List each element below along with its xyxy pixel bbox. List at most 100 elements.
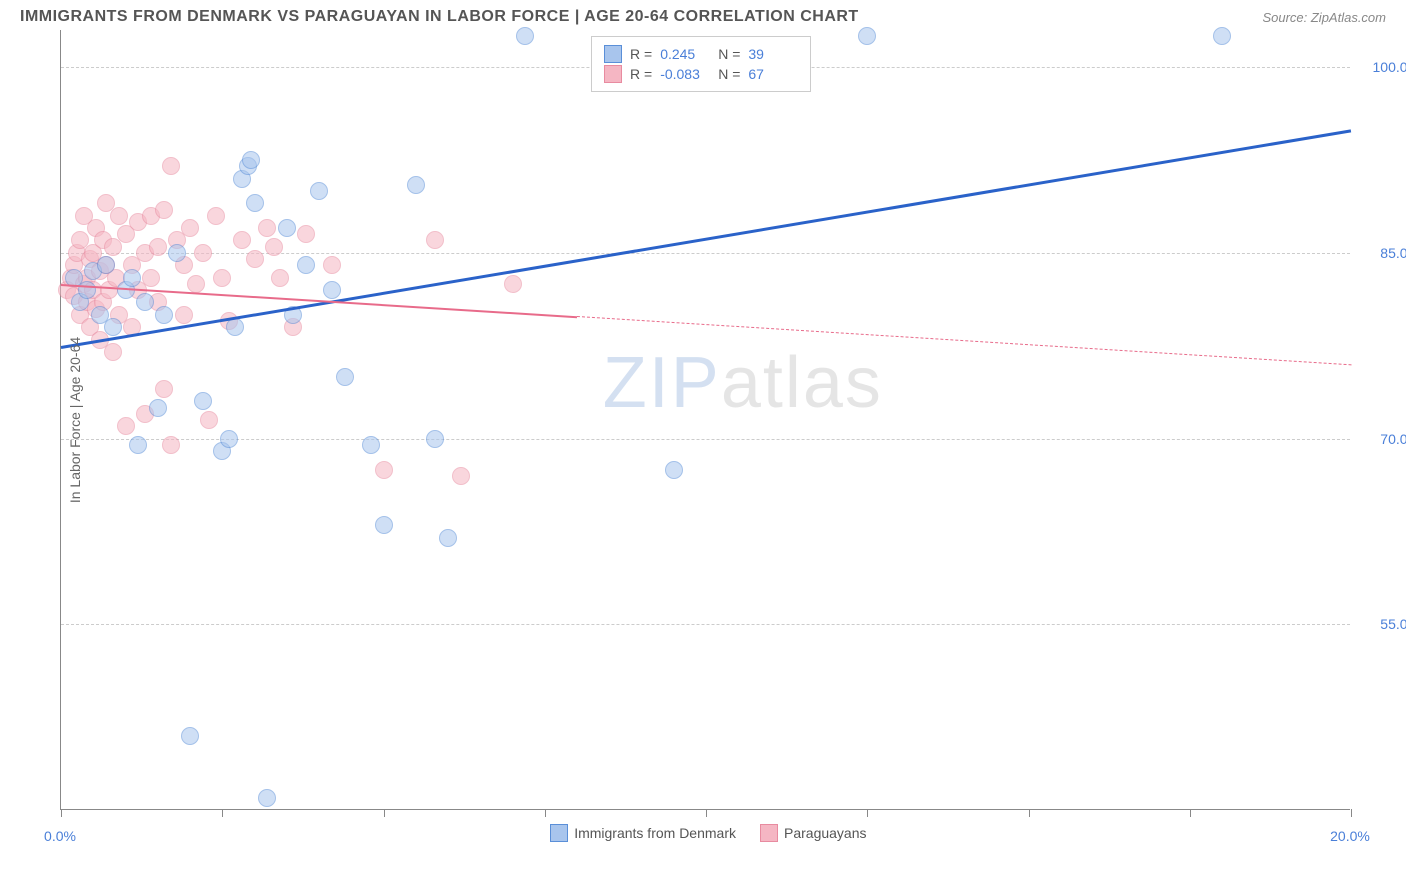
data-point (181, 219, 199, 237)
y-tick-label: 85.0% (1360, 245, 1406, 261)
r-value: -0.083 (660, 66, 710, 82)
data-point (504, 275, 522, 293)
data-point (181, 727, 199, 745)
y-tick-label: 100.0% (1360, 59, 1406, 75)
data-point (233, 231, 251, 249)
data-point (242, 151, 260, 169)
data-point (516, 27, 534, 45)
source-name: ZipAtlas.com (1311, 10, 1386, 25)
title-bar: IMMIGRANTS FROM DENMARK VS PARAGUAYAN IN… (0, 0, 1406, 30)
y-axis-label: In Labor Force | Age 20-64 (67, 337, 83, 503)
data-point (375, 516, 393, 534)
series-legend-item: Paraguayans (760, 824, 867, 842)
data-point (258, 219, 276, 237)
stats-legend: R = 0.245 N = 39 R = -0.083 N = 67 (591, 36, 811, 92)
x-tick (545, 809, 546, 817)
data-point (187, 275, 205, 293)
stats-legend-row: R = -0.083 N = 67 (604, 65, 798, 83)
data-point (375, 461, 393, 479)
data-point (194, 244, 212, 262)
x-tick (867, 809, 868, 817)
y-tick-label: 55.0% (1360, 616, 1406, 632)
data-point (278, 219, 296, 237)
x-tick (384, 809, 385, 817)
source-label: Source: (1262, 10, 1310, 25)
n-label: N = (718, 46, 740, 62)
data-point (665, 461, 683, 479)
data-point (149, 399, 167, 417)
n-label: N = (718, 66, 740, 82)
data-point (336, 368, 354, 386)
data-point (452, 467, 470, 485)
source-credit: Source: ZipAtlas.com (1262, 10, 1386, 25)
data-point (258, 789, 276, 807)
stats-legend-row: R = 0.245 N = 39 (604, 45, 798, 63)
data-point (110, 207, 128, 225)
chart-title: IMMIGRANTS FROM DENMARK VS PARAGUAYAN IN… (20, 8, 859, 26)
data-point (155, 306, 173, 324)
x-tick-label: 0.0% (44, 828, 76, 844)
data-point (1213, 27, 1231, 45)
data-point (323, 281, 341, 299)
data-point (407, 176, 425, 194)
series-legend-label: Paraguayans (784, 825, 867, 841)
data-point (123, 269, 141, 287)
plot-area: 55.0%70.0%85.0%100.0%ZIPatlasR =0.245N =… (60, 30, 1350, 810)
series-legend-item: Immigrants from Denmark (550, 824, 736, 842)
data-point (858, 27, 876, 45)
series-legend-label: Immigrants from Denmark (574, 825, 736, 841)
data-point (426, 430, 444, 448)
r-value: 0.245 (660, 46, 710, 62)
data-point (297, 256, 315, 274)
data-point (265, 238, 283, 256)
r-label: R = (630, 66, 652, 82)
data-point (175, 306, 193, 324)
data-point (271, 269, 289, 287)
data-point (246, 194, 264, 212)
r-label: R = (630, 46, 652, 62)
n-value: 67 (748, 66, 798, 82)
y-tick-label: 70.0% (1360, 431, 1406, 447)
n-value: 39 (748, 46, 798, 62)
data-point (162, 157, 180, 175)
data-point (194, 392, 212, 410)
data-point (168, 244, 186, 262)
series-legend: Immigrants from Denmark Paraguayans (550, 824, 866, 842)
data-point (97, 256, 115, 274)
legend-swatch (604, 65, 622, 83)
grid-line (61, 439, 1350, 440)
data-point (220, 430, 238, 448)
data-point (78, 281, 96, 299)
watermark: ZIPatlas (603, 342, 883, 424)
data-point (136, 293, 154, 311)
data-point (162, 436, 180, 454)
legend-swatch (760, 824, 778, 842)
x-tick (61, 809, 62, 817)
plot-wrap: 55.0%70.0%85.0%100.0%ZIPatlasR =0.245N =… (20, 30, 1386, 810)
x-tick (1029, 809, 1030, 817)
data-point (297, 225, 315, 243)
grid-line (61, 624, 1350, 625)
legend-swatch (550, 824, 568, 842)
data-point (323, 256, 341, 274)
data-point (117, 417, 135, 435)
x-tick (1190, 809, 1191, 817)
trend-line (577, 316, 1351, 365)
data-point (246, 250, 264, 268)
data-point (104, 343, 122, 361)
data-point (213, 269, 231, 287)
data-point (200, 411, 218, 429)
x-tick-label: 20.0% (1330, 828, 1370, 844)
data-point (362, 436, 380, 454)
x-tick (1351, 809, 1352, 817)
data-point (129, 436, 147, 454)
data-point (155, 380, 173, 398)
data-point (310, 182, 328, 200)
data-point (439, 529, 457, 547)
x-tick (706, 809, 707, 817)
x-tick (222, 809, 223, 817)
data-point (104, 318, 122, 336)
data-point (149, 238, 167, 256)
data-point (155, 201, 173, 219)
data-point (142, 269, 160, 287)
